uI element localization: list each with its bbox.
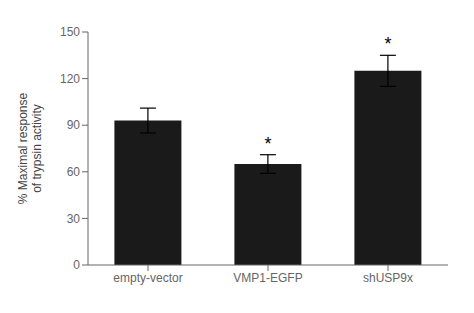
svg-text:empty-vector: empty-vector — [113, 271, 182, 285]
svg-text:0: 0 — [73, 258, 80, 272]
svg-text:30: 30 — [67, 212, 81, 226]
svg-text:*: * — [384, 34, 391, 54]
svg-text:*: * — [264, 134, 271, 154]
svg-text:VMP1-EGFP: VMP1-EGFP — [233, 271, 302, 285]
svg-text:% Maximal responseof trypsin a: % Maximal responseof trypsin activity — [16, 92, 44, 204]
svg-text:120: 120 — [60, 72, 80, 86]
svg-text:shUSP9x: shUSP9x — [363, 271, 413, 285]
svg-text:90: 90 — [67, 118, 81, 132]
svg-text:60: 60 — [67, 165, 81, 179]
svg-text:150: 150 — [60, 25, 80, 39]
